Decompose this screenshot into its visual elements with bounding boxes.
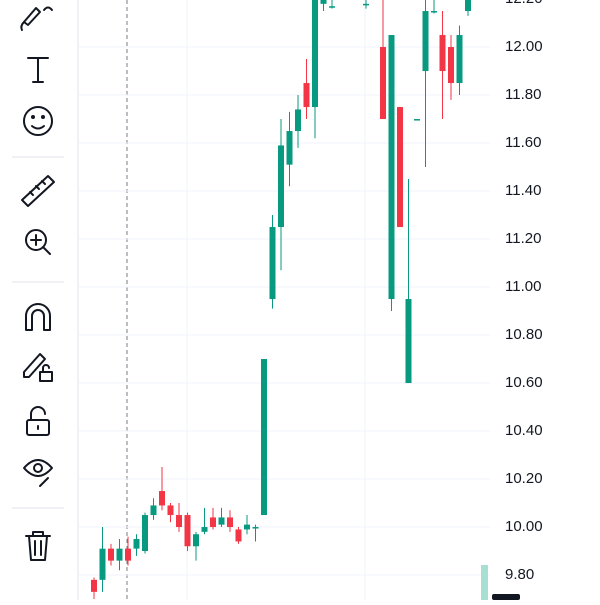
- candle-body: [116, 548, 123, 561]
- y-tick-label: 11.20: [505, 230, 541, 247]
- volume-marker: [481, 565, 488, 600]
- candle-body: [465, 0, 471, 12]
- candle-body: [91, 579, 97, 592]
- candle-body: [210, 517, 216, 528]
- y-tick-label: 11.40: [505, 182, 541, 199]
- candle-body: [150, 505, 157, 516]
- price-tag: [492, 594, 520, 600]
- candle-body: [303, 83, 310, 108]
- candle-body: [448, 47, 454, 84]
- visibility-tool[interactable]: [23, 459, 53, 487]
- emoji-tool[interactable]: [23, 106, 53, 136]
- candle-body: [380, 47, 386, 120]
- candle-body: [269, 227, 276, 300]
- candle-body: [159, 491, 165, 506]
- y-tick-label: 12.20: [505, 0, 543, 7]
- y-tick-label: 10.60: [505, 374, 543, 391]
- candle-body: [133, 539, 140, 549]
- candle-body: [312, 0, 318, 108]
- candle-body: [108, 548, 114, 561]
- candle-body: [252, 527, 259, 529]
- candle-body: [286, 131, 293, 165]
- candles: [91, 0, 471, 600]
- candle-body: [405, 299, 412, 384]
- candle-body: [235, 529, 242, 542]
- candle-body: [329, 6, 335, 8]
- candle-body: [142, 515, 148, 552]
- candle-body: [167, 505, 174, 516]
- y-tick-label: 10.40: [505, 422, 543, 439]
- y-tick-label: 11.00: [505, 278, 541, 295]
- candle-body: [184, 515, 191, 547]
- y-tick-label: 10.00: [505, 518, 543, 535]
- candle-body: [397, 107, 403, 228]
- y-tick-label: 10.20: [505, 470, 543, 487]
- candle-body: [388, 35, 395, 300]
- candle-body: [295, 109, 301, 132]
- candle-body: [363, 3, 369, 6]
- delete-tool[interactable]: [25, 531, 51, 561]
- candle-body: [125, 548, 131, 561]
- candle-body: [278, 145, 284, 228]
- candle-body: [176, 515, 182, 528]
- y-tick-label: 9.80: [505, 566, 534, 583]
- candle-body: [422, 11, 429, 72]
- zoom-tool[interactable]: [25, 229, 51, 255]
- text-tool[interactable]: [27, 57, 49, 83]
- candle-body: [261, 359, 267, 516]
- brush-tool[interactable]: [20, 6, 53, 31]
- candle-body: [201, 527, 208, 532]
- lock-drawing-tool[interactable]: [23, 353, 53, 382]
- candle-body: [439, 35, 446, 72]
- candle-body: [193, 534, 199, 547]
- grid: [79, 46, 490, 576]
- candle-body: [431, 11, 437, 13]
- y-tick-label: 11.80: [505, 86, 541, 103]
- ruler-tool[interactable]: [21, 175, 55, 207]
- candle-body: [244, 524, 250, 530]
- toolbar: [12, 6, 64, 561]
- y-tick-label: 12.00: [505, 38, 543, 55]
- magnet-tool[interactable]: [25, 303, 51, 331]
- candle-body: [414, 119, 420, 121]
- candle-body: [218, 517, 225, 525]
- candle-body: [99, 548, 106, 580]
- y-tick-label: 10.80: [505, 326, 543, 343]
- lock-tool[interactable]: [26, 406, 50, 436]
- candle-body: [227, 517, 233, 528]
- y-tick-label: 11.60: [505, 134, 541, 151]
- candle-body: [456, 35, 463, 84]
- candle-body: [320, 0, 327, 4]
